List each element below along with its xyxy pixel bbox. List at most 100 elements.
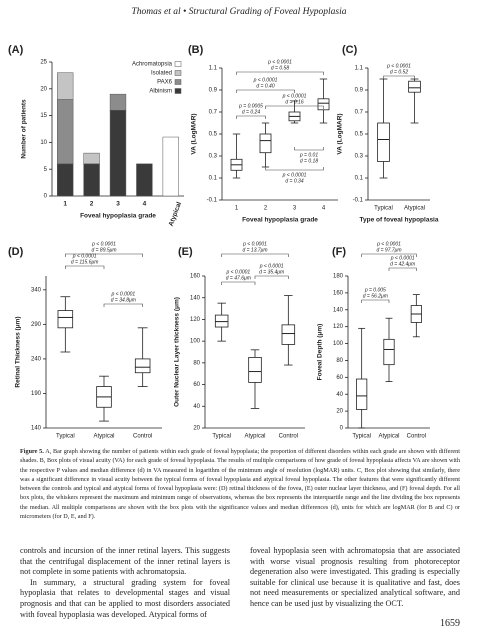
bracket bbox=[236, 115, 266, 119]
legend-label: PAX6 bbox=[157, 80, 173, 86]
bar-segment bbox=[109, 93, 127, 111]
bracket bbox=[383, 75, 415, 79]
bar-segment bbox=[109, 109, 127, 197]
annotation-p: p = 0.01 bbox=[299, 152, 318, 158]
annotation-p: p < 0.0001 bbox=[376, 241, 401, 247]
bar-segment bbox=[83, 163, 100, 197]
y-tick-label: 0.1 bbox=[355, 176, 364, 182]
bracket bbox=[221, 253, 289, 257]
bar-segment bbox=[162, 136, 179, 197]
panel-label: (E) bbox=[178, 246, 193, 258]
annotation-p: p < 0.0001 bbox=[225, 269, 250, 275]
x-tick-label: 3 bbox=[293, 206, 297, 212]
y-tick-label: 0 bbox=[340, 426, 344, 432]
y-tick-label: 0.1 bbox=[209, 176, 218, 182]
y-tick-label: 0.7 bbox=[209, 110, 218, 116]
annotation-p: p < 0.0001 bbox=[386, 63, 411, 69]
bracket bbox=[265, 167, 324, 171]
panel-label: (D) bbox=[8, 246, 24, 258]
paragraph: controls and incursion of the inner reti… bbox=[20, 546, 230, 577]
legend-swatch bbox=[174, 88, 182, 94]
y-tick-label: 20 bbox=[193, 426, 200, 432]
annotation-p: p < 0.0001 bbox=[282, 93, 307, 99]
y-tick-label: 1.1 bbox=[209, 66, 218, 72]
x-tick-label: 4 bbox=[143, 201, 147, 208]
legend-swatch bbox=[174, 70, 182, 76]
y-tick-label: 0.5 bbox=[209, 132, 218, 138]
annotation-p: p = 0.005 bbox=[364, 287, 386, 293]
bracket bbox=[294, 147, 324, 151]
annotation-p: p < 0.0001 bbox=[282, 172, 307, 178]
x-tick-label: Control bbox=[279, 434, 298, 440]
x-tick-label: Typical bbox=[212, 434, 231, 440]
body-column: controls and incursion of the inner reti… bbox=[20, 546, 230, 620]
body-column: foveal hypoplasia seen with achromatopsi… bbox=[250, 546, 460, 610]
caption: Figure 5. A, Bar graph showing the numbe… bbox=[20, 447, 460, 521]
box bbox=[57, 310, 74, 329]
y-tick-label: 0.9 bbox=[209, 88, 218, 94]
y-tick-label: 60 bbox=[193, 382, 200, 388]
y-tick-label: 1.1 bbox=[355, 66, 364, 72]
paragraph: In summary, a structural grading system … bbox=[20, 577, 230, 619]
y-tick-label: 120 bbox=[333, 324, 344, 330]
y-tick-label: 25 bbox=[40, 60, 47, 66]
annotation-d: d = 89.5μm bbox=[91, 247, 116, 253]
y-tick-label: 190 bbox=[31, 391, 42, 397]
panel-label: (B) bbox=[188, 44, 204, 56]
x-tick-label: 2 bbox=[264, 206, 268, 212]
bracket bbox=[236, 71, 324, 75]
annotation-p: p = 0.0005 bbox=[238, 103, 263, 109]
y-tick-label: 120 bbox=[190, 317, 201, 323]
running-header: Thomas et al • Structural Grading of Fov… bbox=[131, 7, 347, 17]
y-tick-label: 160 bbox=[190, 274, 201, 280]
y-tick-label: 40 bbox=[336, 392, 343, 398]
legend-label: Achromatopsia bbox=[132, 62, 173, 68]
y-tick-label: 20 bbox=[336, 409, 343, 415]
x-tick-label: 4 bbox=[322, 206, 326, 212]
annotation-p: p < 0.0001 bbox=[390, 255, 415, 261]
bracket bbox=[103, 303, 143, 307]
y-tick-label: 0.3 bbox=[209, 154, 218, 160]
bracket bbox=[254, 275, 289, 279]
x-tick-label: 1 bbox=[63, 201, 67, 208]
bracket bbox=[65, 253, 143, 257]
y-tick-label: 140 bbox=[31, 426, 42, 432]
x-tick-label: Atypical bbox=[244, 434, 265, 440]
bracket bbox=[221, 281, 256, 285]
y-tick-label: 140 bbox=[190, 295, 201, 301]
annotation-p: p < 0.0001 bbox=[110, 291, 135, 297]
bracket bbox=[65, 265, 105, 269]
y-tick-label: 40 bbox=[193, 404, 200, 410]
x-tick-label: Atypical bbox=[168, 201, 183, 227]
x-tick-label: Atypical bbox=[93, 434, 114, 440]
panel-label: (F) bbox=[332, 246, 346, 258]
y-tick-label: 10 bbox=[40, 140, 47, 146]
bar-segment bbox=[57, 163, 74, 197]
annotation-d: d = 0.52 bbox=[390, 69, 408, 75]
y-axis-title: VA (LogMAR) bbox=[337, 113, 344, 154]
box bbox=[134, 358, 151, 374]
box bbox=[259, 133, 272, 154]
panel-label: (A) bbox=[8, 44, 24, 56]
page-number: 1659 bbox=[440, 618, 460, 629]
annotation-p: p < 0.0001 bbox=[242, 241, 267, 247]
paragraph: foveal hypoplasia seen with achromatopsi… bbox=[250, 546, 460, 608]
x-tick-label: 1 bbox=[235, 206, 239, 212]
y-tick-label: 5 bbox=[44, 167, 48, 173]
box bbox=[356, 378, 368, 410]
x-tick-label: Atypical bbox=[378, 434, 399, 440]
y-tick-label: -0.1 bbox=[207, 198, 218, 204]
bar-segment bbox=[136, 163, 153, 197]
y-tick-label: 0 bbox=[44, 194, 48, 200]
legend-swatch bbox=[174, 61, 182, 67]
x-tick-label: Control bbox=[407, 434, 426, 440]
bar-segment bbox=[83, 152, 100, 165]
bar-segment bbox=[57, 99, 74, 165]
annotation-d: d = 0.18 bbox=[300, 158, 318, 164]
y-tick-label: 240 bbox=[31, 356, 42, 362]
y-tick-label: 340 bbox=[31, 287, 42, 293]
annotation-d: d = 115.6μm bbox=[71, 259, 99, 265]
y-tick-label: 15 bbox=[40, 113, 47, 119]
annotation-d: d = 13.7μm bbox=[242, 247, 267, 253]
